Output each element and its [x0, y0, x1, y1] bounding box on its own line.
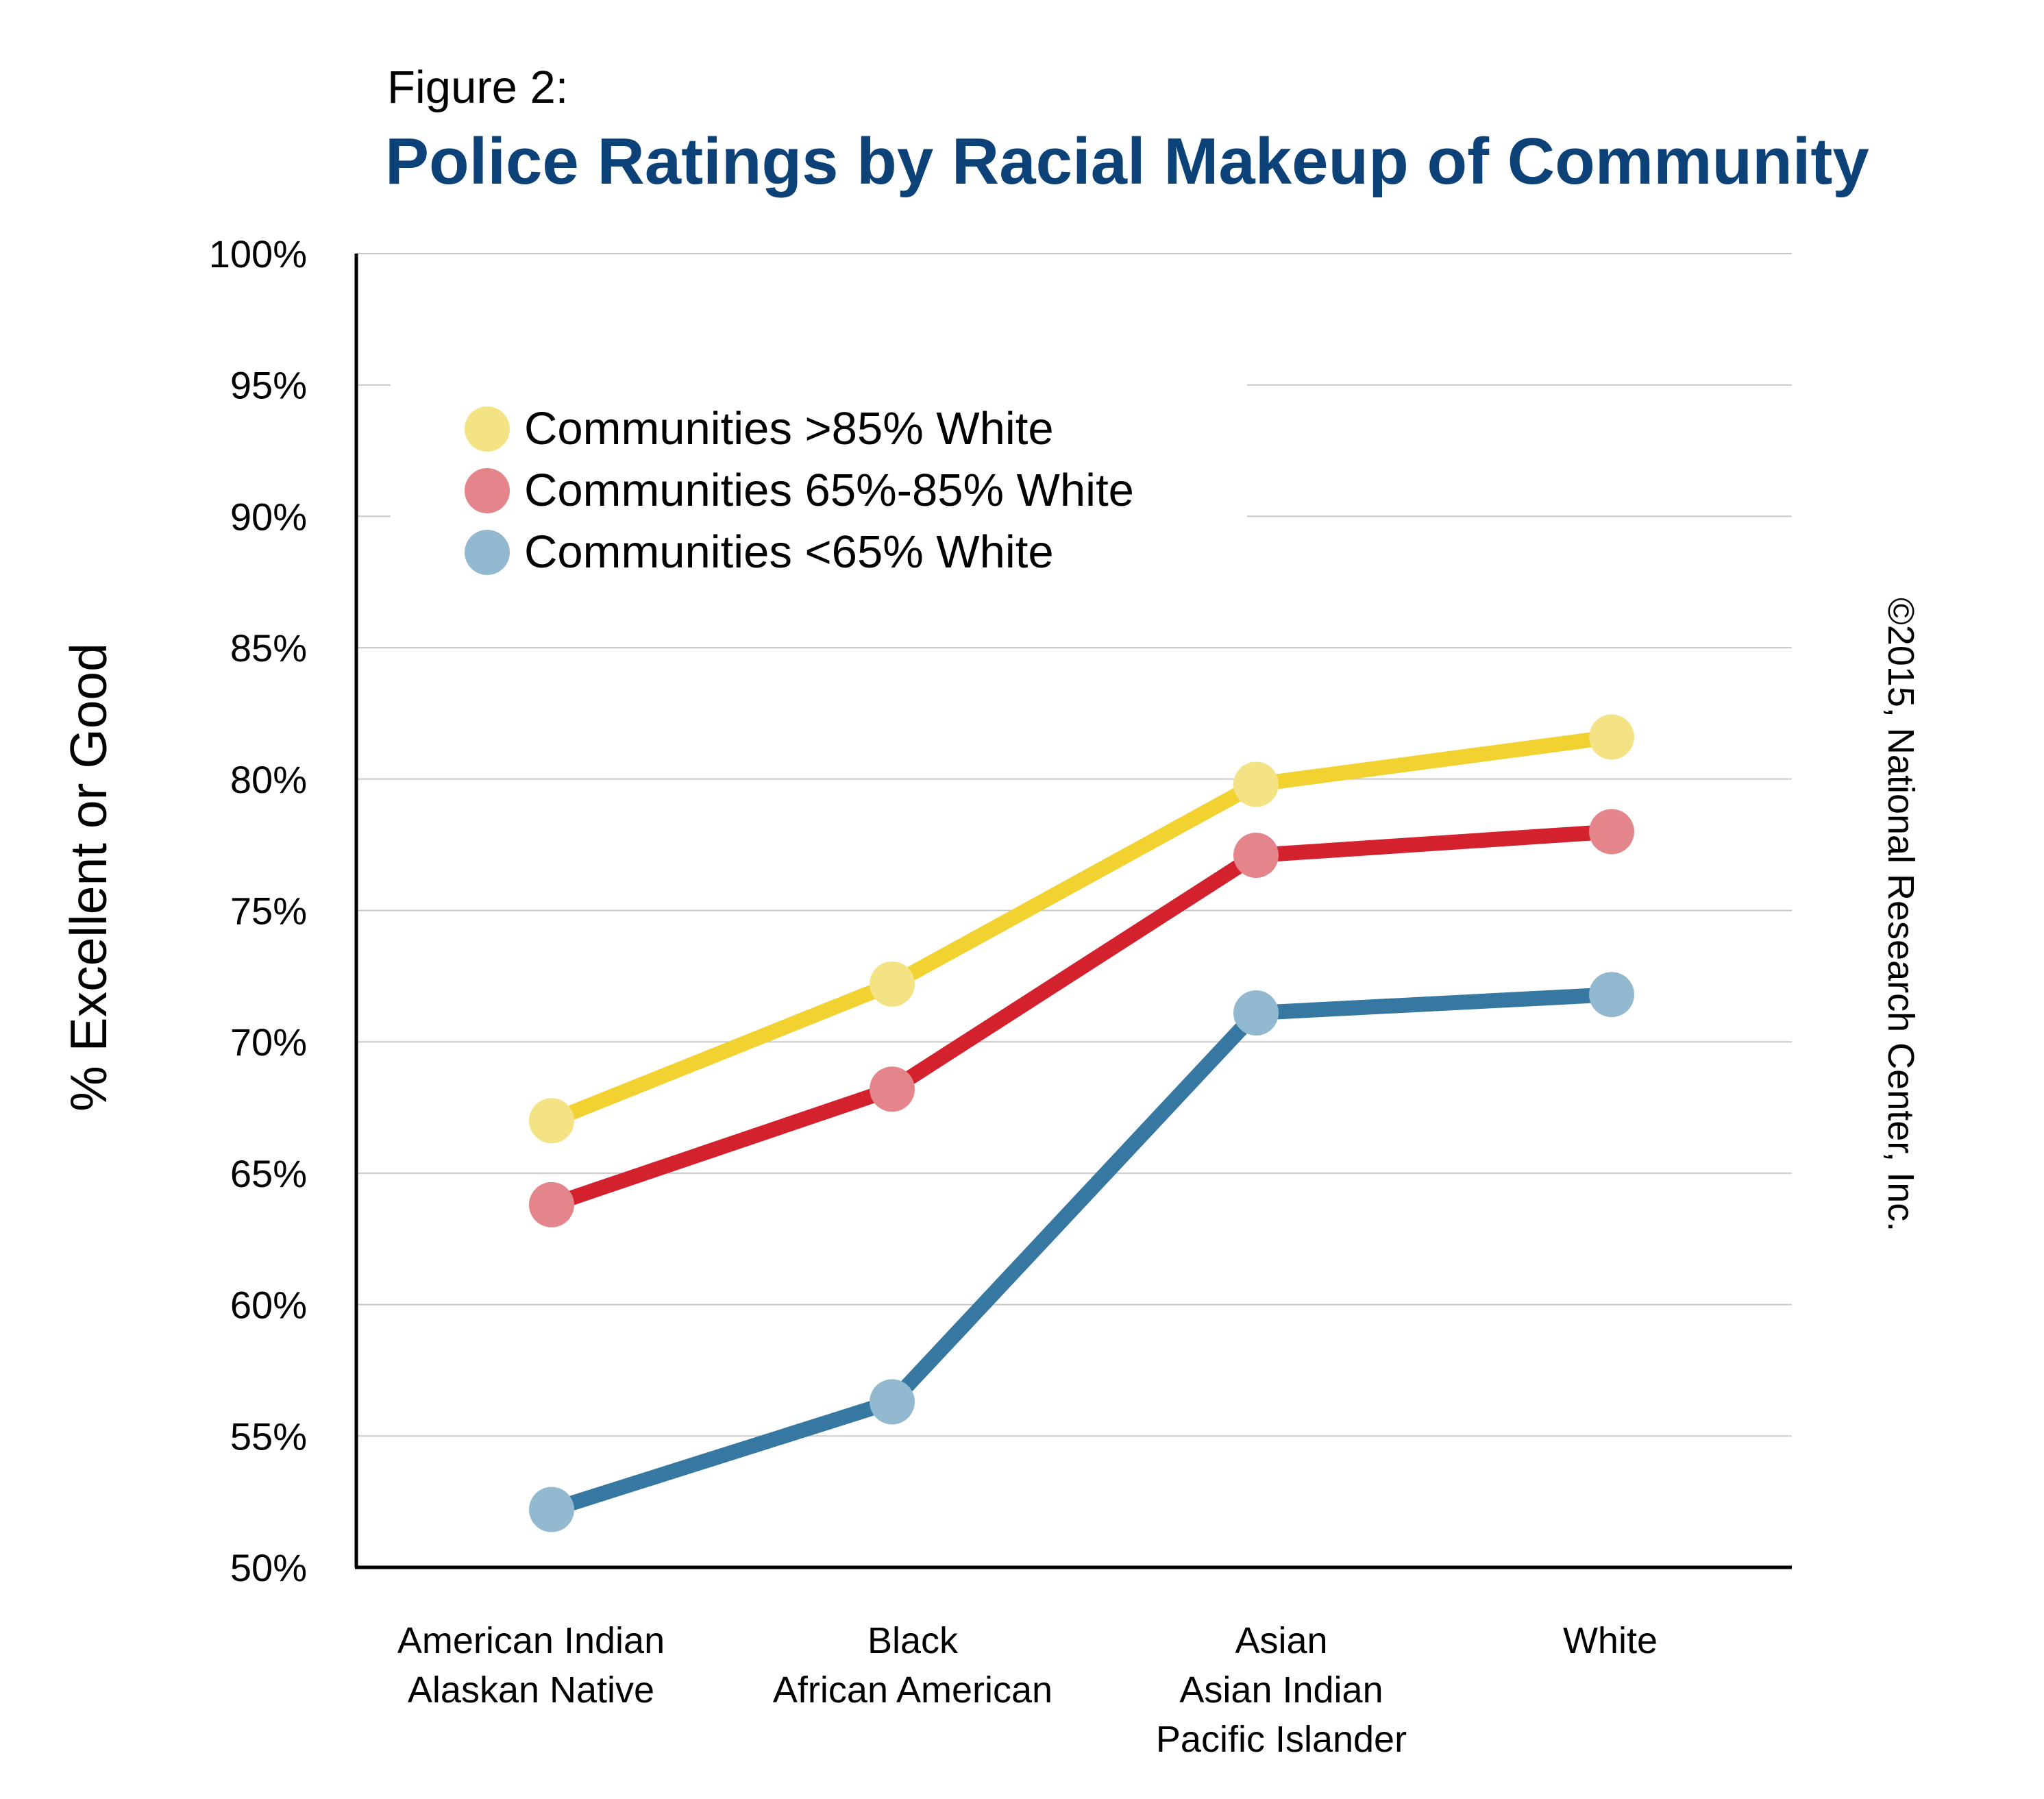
copyright-text: ©2015, National Research Center, Inc. — [1880, 598, 1921, 1232]
y-tick-label: 50% — [230, 1546, 307, 1589]
data-point — [1589, 714, 1634, 760]
y-tick-label: 65% — [230, 1152, 307, 1195]
x-tick-labels: American Indian Alaskan Native Black Africa… — [397, 1620, 1658, 1760]
legend-label: Communities 65%-85% White — [524, 465, 1134, 516]
y-tick-label: 95% — [230, 364, 307, 407]
x-tick-label: Asian — [1235, 1620, 1327, 1661]
data-point — [870, 961, 915, 1007]
legend-background — [391, 344, 1247, 550]
x-tick-label: Alaskan Native — [408, 1669, 654, 1711]
data-point — [1233, 761, 1279, 807]
data-point — [1589, 809, 1634, 855]
x-tick-label: African American — [773, 1669, 1052, 1711]
series-line — [544, 824, 1619, 1212]
x-tick-label: American Indian — [397, 1620, 665, 1661]
y-tick-label: 60% — [230, 1284, 307, 1327]
x-tick-label: Asian Indian — [1179, 1669, 1383, 1711]
legend-marker — [465, 406, 510, 452]
series-line — [544, 987, 1619, 1517]
y-tick-label: 85% — [230, 626, 307, 670]
data-point — [1233, 832, 1279, 878]
y-tick-label: 75% — [230, 890, 307, 933]
y-tick-label: 100% — [209, 232, 307, 276]
figure-label: Figure 2: — [387, 62, 568, 113]
x-tick-label: Pacific Islander — [1156, 1719, 1407, 1760]
x-tick-label: Black — [867, 1620, 959, 1661]
data-point — [870, 1379, 915, 1425]
data-point — [870, 1066, 915, 1112]
legend-label: Communities <65% White — [524, 526, 1054, 578]
chart-title: Police Ratings by Racial Makeup of Commu… — [385, 125, 1869, 198]
y-tick-label: 70% — [230, 1020, 307, 1064]
y-tick-labels: 50% 55% 60% 65% 70% 75% 80% 85% 90% 95% 100% — [209, 232, 307, 1589]
series-line — [544, 729, 1619, 1129]
x-tick-label: White — [1563, 1620, 1658, 1661]
data-point — [529, 1486, 574, 1532]
data-point — [1589, 972, 1634, 1018]
y-tick-label: 55% — [230, 1415, 307, 1458]
data-point — [529, 1182, 574, 1227]
series-lines — [529, 714, 1634, 1532]
legend-label: Communities >85% White — [524, 403, 1054, 454]
y-axis-label: % Excellent or Good — [60, 643, 117, 1112]
y-tick-label: 90% — [230, 495, 307, 538]
legend: Communities >85% White Communities 65%-85… — [391, 344, 1247, 578]
data-point — [529, 1098, 574, 1144]
y-tick-label: 80% — [230, 758, 307, 801]
legend-marker — [465, 468, 510, 513]
axes — [354, 254, 1792, 1569]
legend-marker — [465, 530, 510, 575]
data-point — [1233, 990, 1279, 1036]
